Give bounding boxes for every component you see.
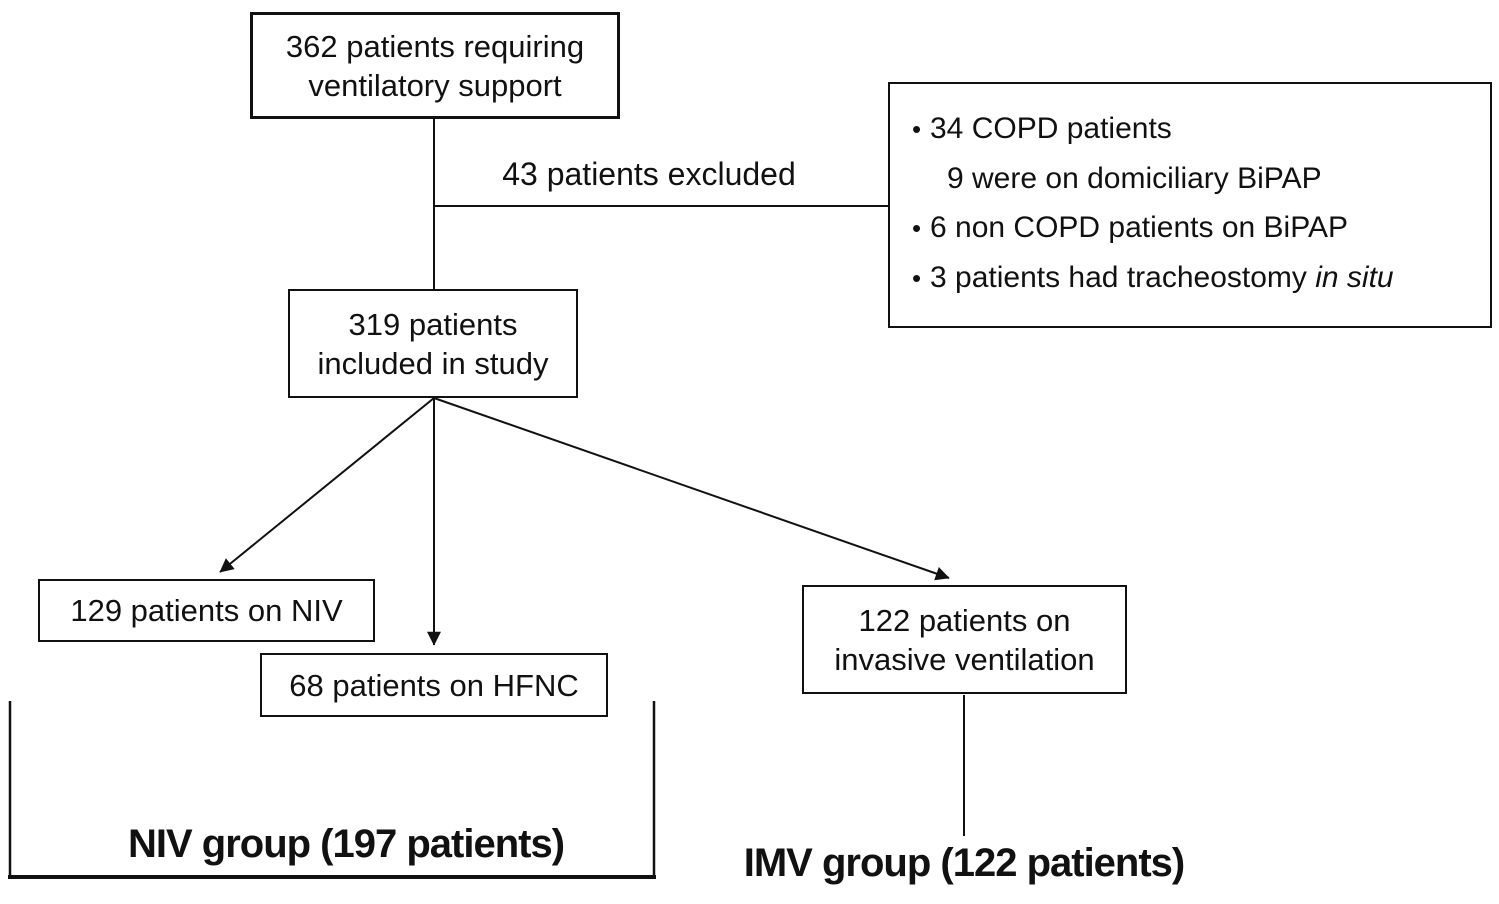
exclusion-item-tracheostomy-text: 3 patients had tracheostomy — [930, 261, 1316, 294]
box-patients-imv: 122 patients on invasive ventilation — [802, 585, 1127, 694]
box-imv-line2: invasive ventilation — [834, 641, 1095, 677]
box-patients-hfnc: 68 patients on HFNC — [260, 653, 608, 717]
box-requiring-line1: 362 patients requiring — [285, 28, 585, 64]
exclusion-item-domiciliary-bipap: 9 were on domiciliary BiPAP — [912, 154, 1322, 203]
arrow-included-to-niv — [219, 397, 435, 573]
label-excluded-count: 43 patients excluded — [502, 156, 796, 192]
arrow-included-to-imv — [433, 397, 950, 581]
bullet-icon: • — [912, 213, 922, 243]
exclusion-item-tracheostomy: • 3 patients had tracheostomy in situ — [912, 253, 1394, 303]
box-patients-requiring-support: 362 patients requiring ventilatory suppo… — [250, 12, 620, 119]
exclusion-item-copd-text: 34 COPD patients — [930, 112, 1172, 145]
exclusion-item-noncopd-bipap-text: 6 non COPD patients on BiPAP — [930, 211, 1349, 244]
box-hfnc-text: 68 patients on HFNC — [289, 667, 579, 703]
box-niv-text: 129 patients on NIV — [70, 593, 343, 628]
label-niv-group: NIV group (197 patients) — [127, 822, 565, 866]
exclusion-item-tracheostomy-italic: in situ — [1315, 261, 1394, 294]
box-requiring-line2: ventilatory support — [308, 67, 562, 103]
box-imv-line1: 122 patients on — [858, 602, 1071, 638]
exclusion-item-noncopd-bipap: • 6 non COPD patients on BiPAP — [912, 203, 1348, 253]
bullet-icon: • — [912, 114, 922, 144]
box-included-line2: included in study — [317, 345, 549, 381]
bullet-icon: • — [912, 263, 922, 293]
box-included-line1: 319 patients — [348, 306, 518, 342]
box-exclusion-reasons: • 34 COPD patients 9 were on domiciliary … — [888, 82, 1492, 328]
exclusion-item-copd: • 34 COPD patients — [912, 104, 1172, 154]
box-patients-niv: 129 patients on NIV — [38, 579, 375, 642]
label-imv-group: IMV group (122 patients) — [743, 841, 1186, 885]
exclusion-item-domiciliary-bipap-text: 9 were on domiciliary BiPAP — [947, 162, 1322, 195]
box-patients-included: 319 patients included in study — [288, 289, 578, 398]
